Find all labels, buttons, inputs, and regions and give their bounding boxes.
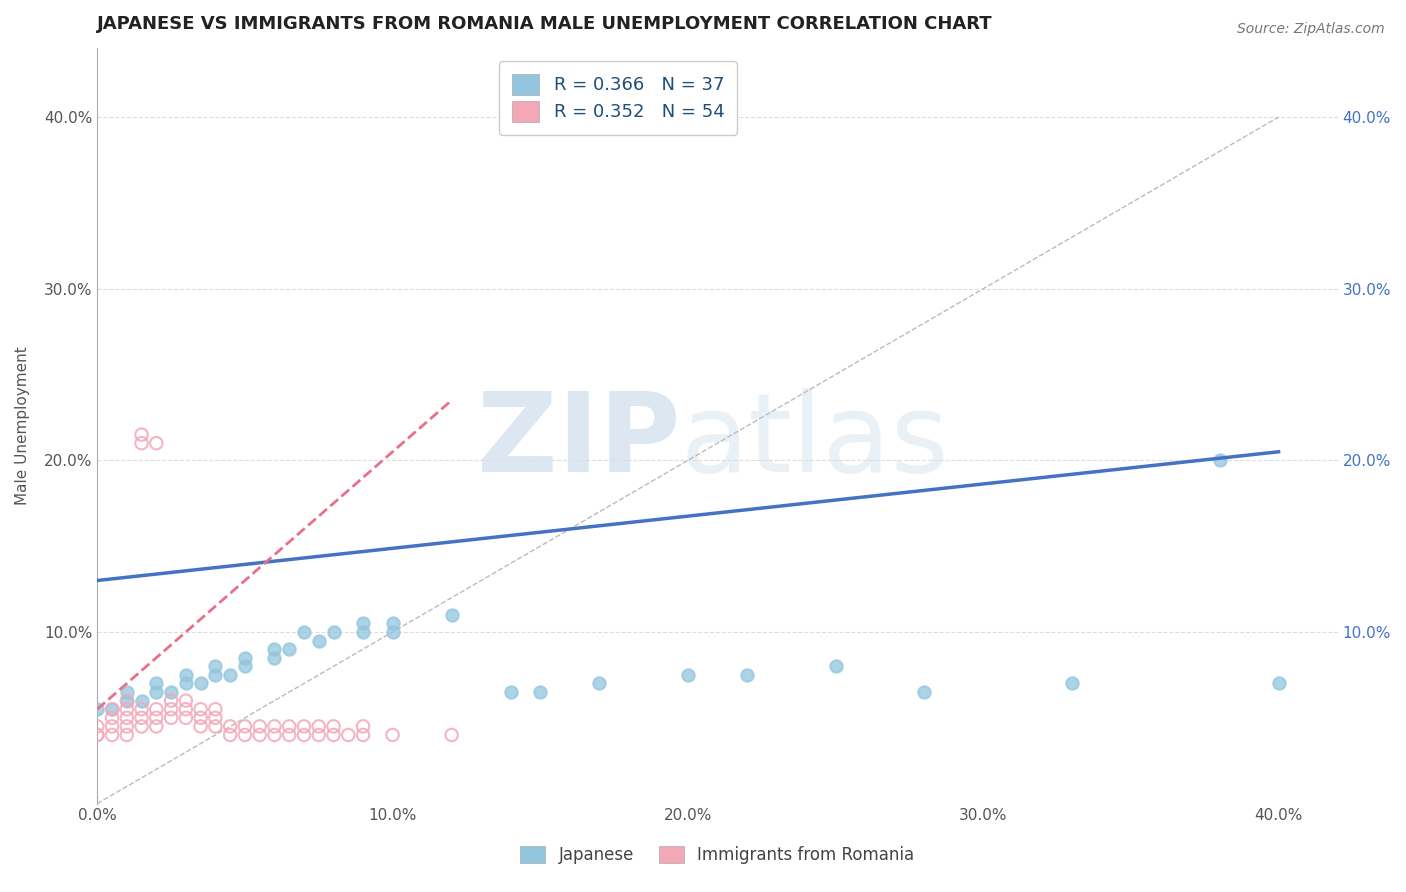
Point	[115, 693, 138, 707]
Point	[233, 719, 256, 733]
Text: ZIP: ZIP	[477, 388, 681, 495]
Point	[249, 728, 271, 742]
Point	[1267, 676, 1289, 690]
Point	[440, 728, 463, 742]
Point	[174, 702, 197, 716]
Point	[292, 719, 315, 733]
Point	[160, 711, 183, 725]
Point	[145, 702, 167, 716]
Point	[204, 719, 226, 733]
Point	[308, 719, 330, 733]
Point	[145, 719, 167, 733]
Point	[233, 659, 256, 673]
Point	[174, 676, 197, 690]
Point	[145, 711, 167, 725]
Y-axis label: Male Unemployment: Male Unemployment	[15, 347, 30, 506]
Point	[131, 436, 153, 450]
Point	[115, 693, 138, 707]
Point	[824, 659, 846, 673]
Point	[381, 728, 404, 742]
Point	[86, 702, 108, 716]
Point	[278, 642, 301, 657]
Point	[115, 685, 138, 699]
Point	[912, 685, 935, 699]
Point	[145, 436, 167, 450]
Point	[131, 693, 153, 707]
Legend: R = 0.366   N = 37, R = 0.352   N = 54: R = 0.366 N = 37, R = 0.352 N = 54	[499, 62, 737, 135]
Point	[322, 625, 344, 640]
Point	[174, 668, 197, 682]
Point	[352, 625, 374, 640]
Point	[145, 676, 167, 690]
Point	[101, 702, 124, 716]
Point	[160, 702, 183, 716]
Point	[204, 668, 226, 682]
Point	[233, 650, 256, 665]
Point	[233, 728, 256, 742]
Point	[131, 719, 153, 733]
Point	[381, 625, 404, 640]
Point	[292, 625, 315, 640]
Point	[337, 728, 360, 742]
Point	[352, 616, 374, 631]
Point	[115, 702, 138, 716]
Point	[249, 719, 271, 733]
Point	[131, 702, 153, 716]
Point	[381, 616, 404, 631]
Point	[499, 685, 522, 699]
Point	[204, 659, 226, 673]
Point	[204, 711, 226, 725]
Point	[131, 427, 153, 442]
Point	[145, 685, 167, 699]
Point	[292, 728, 315, 742]
Point	[352, 719, 374, 733]
Point	[101, 702, 124, 716]
Point	[219, 728, 242, 742]
Point	[322, 728, 344, 742]
Point	[115, 728, 138, 742]
Point	[190, 702, 212, 716]
Point	[204, 702, 226, 716]
Point	[174, 711, 197, 725]
Point	[1060, 676, 1083, 690]
Text: atlas: atlas	[681, 388, 949, 495]
Text: Source: ZipAtlas.com: Source: ZipAtlas.com	[1237, 22, 1385, 37]
Point	[263, 719, 285, 733]
Point	[308, 633, 330, 648]
Point	[352, 728, 374, 742]
Point	[101, 728, 124, 742]
Point	[160, 693, 183, 707]
Point	[101, 711, 124, 725]
Point	[160, 685, 183, 699]
Point	[263, 642, 285, 657]
Point	[190, 719, 212, 733]
Point	[190, 711, 212, 725]
Point	[588, 676, 610, 690]
Point	[263, 650, 285, 665]
Point	[278, 728, 301, 742]
Point	[735, 668, 758, 682]
Point	[263, 728, 285, 742]
Point	[440, 607, 463, 622]
Point	[308, 728, 330, 742]
Point	[115, 711, 138, 725]
Point	[131, 711, 153, 725]
Point	[676, 668, 699, 682]
Point	[174, 693, 197, 707]
Point	[115, 719, 138, 733]
Point	[219, 719, 242, 733]
Point	[86, 728, 108, 742]
Point	[101, 719, 124, 733]
Point	[1208, 453, 1230, 467]
Point	[529, 685, 551, 699]
Point	[86, 728, 108, 742]
Point	[190, 676, 212, 690]
Point	[278, 719, 301, 733]
Point	[86, 719, 108, 733]
Point	[322, 719, 344, 733]
Point	[219, 668, 242, 682]
Text: JAPANESE VS IMMIGRANTS FROM ROMANIA MALE UNEMPLOYMENT CORRELATION CHART: JAPANESE VS IMMIGRANTS FROM ROMANIA MALE…	[97, 15, 993, 33]
